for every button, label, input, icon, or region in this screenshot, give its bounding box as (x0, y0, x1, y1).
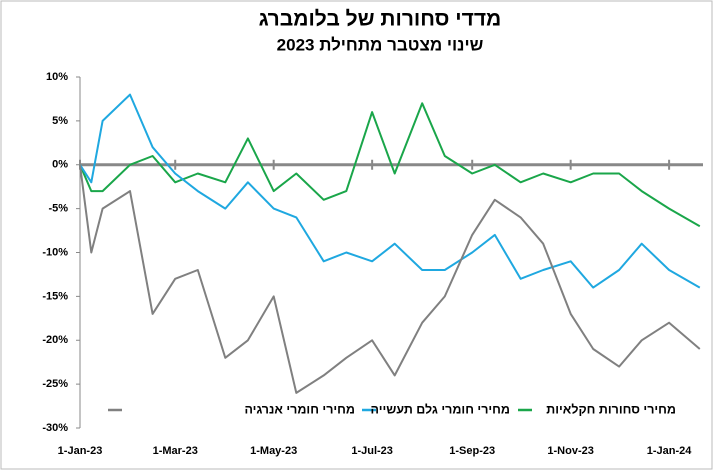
legend-label: מחירי סחורות חקלאיות (546, 402, 676, 416)
y-tick-label: -10% (42, 246, 68, 258)
x-tick-label: 1-Jan-24 (647, 445, 693, 457)
legend-label: מחירי חומרי אנרגיה (244, 402, 355, 416)
x-tick-label: 1-Sep-23 (449, 445, 495, 457)
y-tick-label: -5% (48, 203, 68, 215)
y-tick-label: 0% (52, 159, 68, 171)
y-tick-label: 5% (52, 115, 68, 127)
y-tick-label: -25% (42, 378, 68, 390)
y-tick-label: 10% (46, 71, 68, 83)
chart-subtitle: שינוי מצטבר מתחילת 2023 (277, 35, 484, 54)
y-tick-label: -15% (42, 290, 68, 302)
legend-bg (360, 401, 512, 419)
legend-bg (106, 401, 357, 419)
series-line (79, 102, 701, 228)
chart-title: מדדי סחורות של בלומברג (259, 8, 502, 31)
series-line (79, 164, 701, 394)
x-tick-label: 1-Jul-23 (351, 445, 393, 457)
legend-bg (516, 401, 678, 419)
y-tick-label: -20% (42, 334, 68, 346)
x-tick-label: 1-Mar-23 (153, 445, 198, 457)
series-line (79, 93, 701, 289)
x-tick-label: 1-Nov-23 (547, 445, 593, 457)
legend-label: מחירי חומרי גלם תעשייה (371, 402, 510, 416)
x-tick-label: 1-Jan-23 (58, 445, 103, 457)
y-tick-label: -30% (42, 422, 68, 434)
x-tick-label: 1-May-23 (250, 445, 297, 457)
